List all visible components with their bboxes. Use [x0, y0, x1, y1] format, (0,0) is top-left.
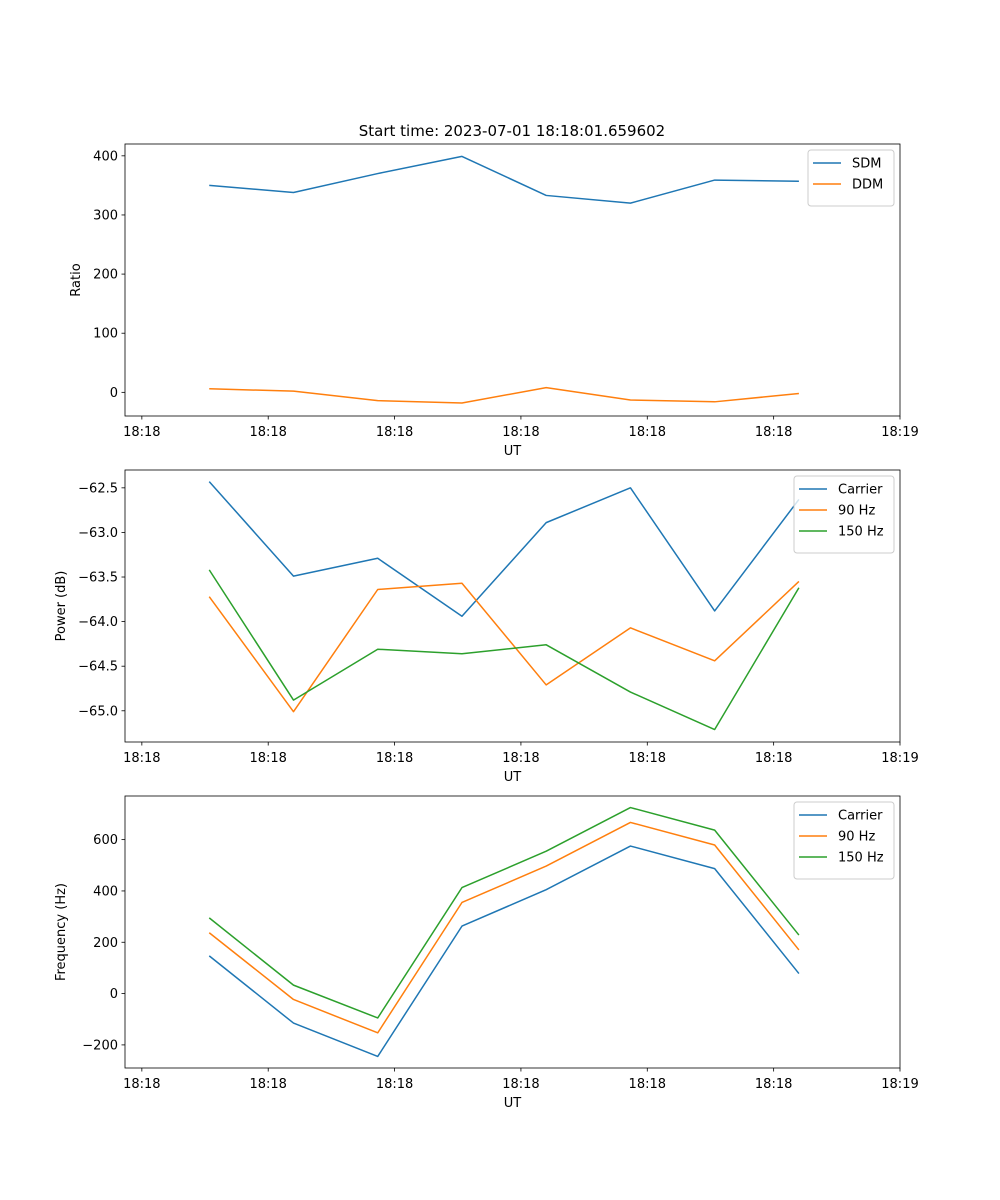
ratio-series-sdm — [209, 155, 799, 204]
frequency-axes-frame — [124, 795, 901, 1069]
ratio-axes-frame — [124, 143, 901, 417]
frequency-x-tick-label: 18:18 — [249, 1077, 286, 1092]
frequency-legend-label: 90 Hz — [838, 830, 875, 845]
ratio-x-tick-label: 18:18 — [123, 425, 160, 440]
frequency-x-tick-label: 18:18 — [502, 1077, 539, 1092]
power-y-axis-label: Power (dB) — [54, 571, 69, 642]
ratio-y-tick-label: 0 — [110, 386, 118, 401]
ratio-legend-label: SDM — [852, 157, 881, 172]
power-x-tick-label: 18:18 — [629, 751, 666, 766]
ratio-y-tick-label: 300 — [93, 208, 118, 223]
power-x-tick-label: 18:19 — [881, 751, 918, 766]
frequency-x-tick-label: 18:19 — [881, 1077, 918, 1092]
frequency-legend-label: 150 Hz — [838, 851, 884, 866]
figure-title: Start time: 2023-07-01 18:18:01.659602 — [359, 122, 665, 140]
frequency-y-tick-label: 0 — [110, 987, 118, 1002]
ratio-y-axis-label: Ratio — [69, 263, 84, 296]
power-x-tick-label: 18:18 — [376, 751, 413, 766]
ratio-y-tick-label: 100 — [93, 327, 118, 342]
frequency-legend-box — [793, 801, 895, 880]
power-x-tick-label: 18:18 — [123, 751, 160, 766]
frequency-series-150-hz — [208, 806, 800, 1019]
power-y-tick-label: −63.5 — [78, 571, 118, 586]
frequency-series-90-hz — [208, 821, 800, 1034]
frequency-x-tick-label: 18:18 — [123, 1077, 160, 1092]
power-y-tick-label: −63.0 — [78, 526, 118, 541]
power-y-tick-label: −65.0 — [78, 704, 118, 719]
frequency-y-tick-label: 400 — [93, 884, 118, 899]
power-panel: −65.0 −64.5 −64.0 −63.5 −63.0 −62.5 18:18 18:18… — [54, 469, 919, 785]
ratio-series-ddm — [209, 386, 799, 404]
power-axes-frame — [124, 469, 901, 743]
frequency-x-tick-label: 18:18 — [629, 1077, 666, 1092]
ratio-x-tick-label: 18:19 — [881, 425, 918, 440]
ratio-x-tick-label: 18:18 — [249, 425, 286, 440]
frequency-x-axis-label: UT — [504, 1096, 522, 1111]
ratio-x-tick-label: 18:18 — [376, 425, 413, 440]
power-series-carrier — [208, 481, 800, 618]
power-legend-box — [793, 475, 895, 554]
ratio-y-tick-label: 200 — [93, 268, 118, 283]
power-legend-label: Carrier — [838, 483, 883, 498]
power-x-tick-label: 18:18 — [502, 751, 539, 766]
power-series-150-hz — [208, 569, 800, 731]
power-y-tick-label: −62.5 — [78, 481, 118, 496]
power-y-tick-label: −64.0 — [78, 615, 118, 630]
power-series-90-hz — [208, 580, 800, 713]
ratio-y-tick-label: 400 — [93, 149, 118, 164]
ratio-x-tick-label: 18:18 — [502, 425, 539, 440]
frequency-y-tick-label: 200 — [93, 936, 118, 951]
frequency-legend-label: Carrier — [838, 809, 883, 824]
ratio-x-tick-label: 18:18 — [629, 425, 666, 440]
ratio-legend-box — [807, 149, 895, 207]
ratio-panel: 0 100 200 300 400 18:18 18:18 18:18 18:18 18:18 18… — [69, 143, 919, 459]
frequency-series-carrier — [208, 845, 800, 1058]
frequency-panel: −200 0 200 400 600 18:18 18:18 18:18 18:18 18:18 1… — [54, 795, 919, 1111]
power-legend-label: 90 Hz — [838, 504, 875, 519]
frequency-x-tick-label: 18:18 — [755, 1077, 792, 1092]
frequency-legend: Carrier 90 Hz 150 Hz — [793, 801, 895, 880]
ratio-x-axis-label: UT — [504, 444, 522, 459]
frequency-y-tick-label: −200 — [82, 1038, 118, 1053]
ratio-legend: SDM DDM — [807, 149, 895, 207]
ratio-legend-label: DDM — [852, 178, 883, 193]
frequency-x-tick-label: 18:18 — [376, 1077, 413, 1092]
power-x-tick-label: 18:18 — [755, 751, 792, 766]
frequency-y-tick-label: 600 — [93, 833, 118, 848]
power-x-axis-label: UT — [504, 770, 522, 785]
frequency-y-axis-label: Frequency (Hz) — [54, 883, 69, 981]
power-legend: Carrier 90 Hz 150 Hz — [793, 475, 895, 554]
power-x-tick-label: 18:18 — [249, 751, 286, 766]
power-y-tick-label: −64.5 — [78, 660, 118, 675]
ratio-x-tick-label: 18:18 — [755, 425, 792, 440]
power-legend-label: 150 Hz — [838, 525, 884, 540]
